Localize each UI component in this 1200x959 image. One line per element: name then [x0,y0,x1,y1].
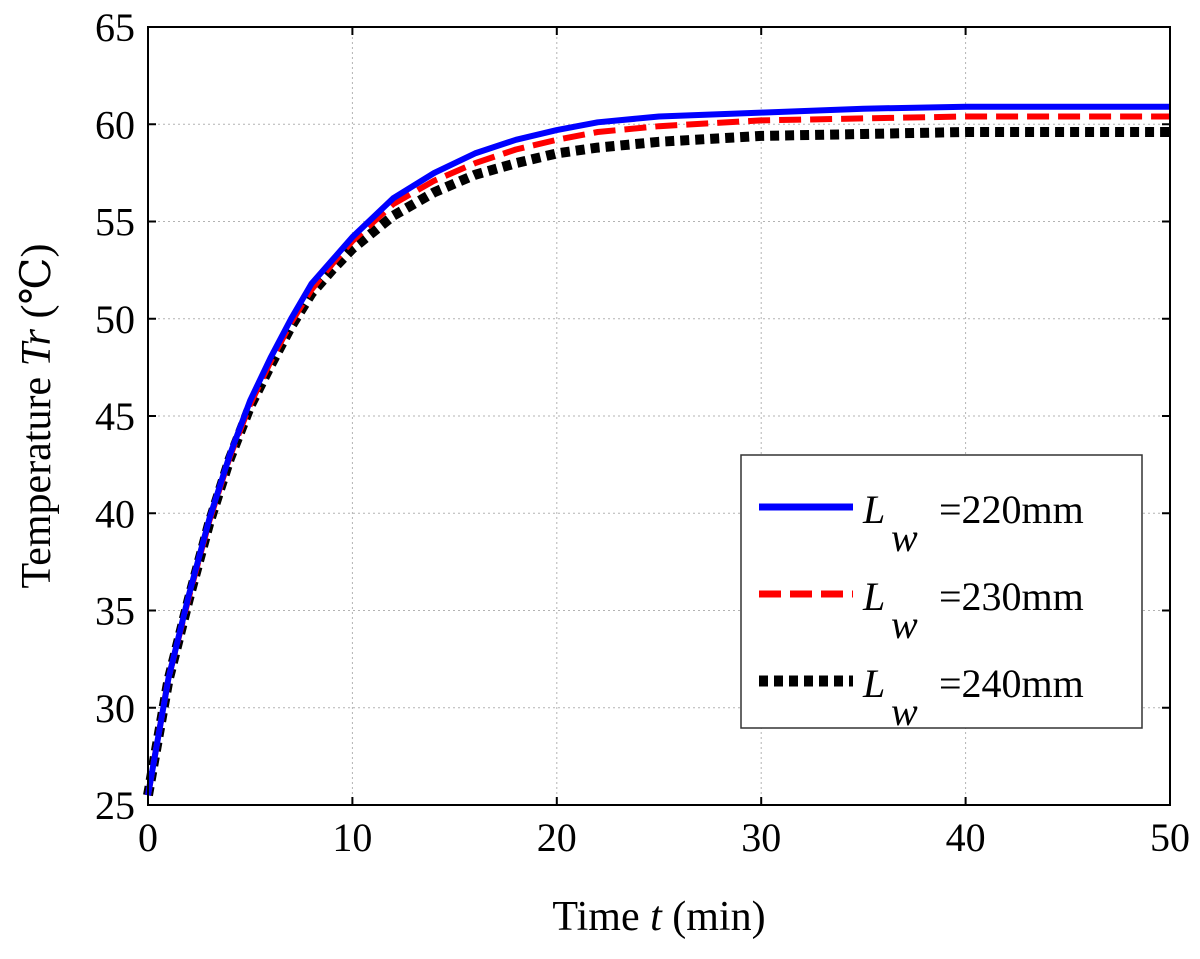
grid-lines [148,27,1170,805]
y-tick-label: 35 [95,589,135,634]
y-axis-title: Temperature Tr (℃) [14,244,60,589]
x-tick-label: 20 [537,815,577,860]
y-tick-label: 45 [95,394,135,439]
legend-label: =220mm [939,487,1084,532]
y-tick-label: 50 [95,297,135,342]
y-tick-label: 40 [95,491,135,536]
legend-label: =230mm [939,574,1084,619]
y-tick-label: 60 [95,102,135,147]
x-tick-label: 30 [741,815,781,860]
x-axis-title: Time t (min) [552,894,765,940]
y-tick-label: 25 [95,783,135,828]
y-axis-title-suffix: (℃) [14,244,60,329]
x-tick-label: 40 [946,815,986,860]
y-tick-label: 65 [95,5,135,50]
legend-label: =240mm [939,661,1084,706]
legend-subscript: w [891,515,918,560]
y-tick-label: 55 [95,200,135,245]
x-axis-title-prefix: Time [552,894,650,940]
legend: Lw =220mm Lw =230mm Lw =240mm [740,454,1143,734]
legend-symbol: L [862,661,885,706]
y-axis-title-var: Tr [14,328,60,366]
legend-subscript: w [891,602,918,647]
legend-subscript: w [891,689,918,734]
legend-symbol: L [862,574,885,619]
x-tick-label: 50 [1150,815,1190,860]
x-tick-label: 10 [332,815,372,860]
x-axis-title-suffix: (min) [662,894,766,940]
series-line-220mm [145,103,1170,796]
x-axis-title-var: t [650,894,663,940]
x-tick-label: 0 [138,815,158,860]
y-axis-title-prefix: Temperature [14,366,60,588]
series-lines [143,103,1170,797]
legend-symbol: L [862,487,885,532]
axis-ticks: 0 10 20 30 40 50 25 30 35 40 45 50 55 60 65 [95,5,1190,860]
y-tick-label: 30 [95,686,135,731]
